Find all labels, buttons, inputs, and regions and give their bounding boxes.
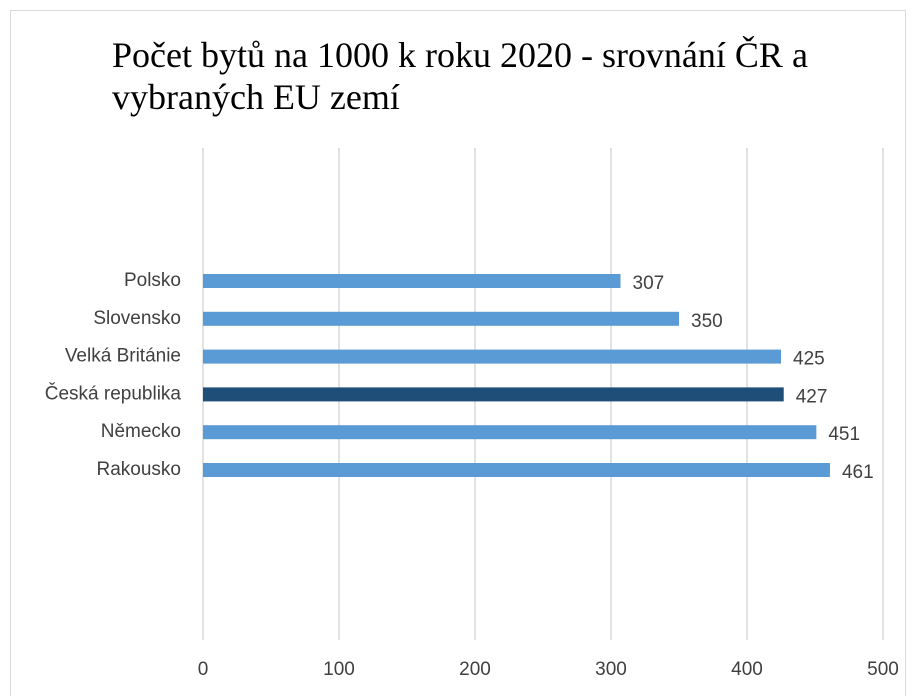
bar	[203, 311, 679, 326]
data-label: 451	[828, 424, 860, 445]
data-label: 427	[796, 386, 828, 407]
x-tick-label: 100	[323, 659, 355, 680]
y-tick-label: Německo	[101, 421, 181, 442]
y-tick-label: Rakousko	[97, 459, 182, 480]
x-tick-label: 300	[595, 659, 627, 680]
data-label: 307	[633, 273, 665, 294]
x-tick-label: 400	[731, 659, 763, 680]
data-label: 350	[691, 311, 723, 332]
y-tick-label: Česká republika	[45, 382, 182, 404]
bar	[203, 349, 781, 364]
bar	[203, 463, 830, 477]
y-tick-label: Slovensko	[93, 308, 181, 329]
y-tick-label: Polsko	[124, 270, 181, 291]
x-tick-label: 500	[867, 659, 899, 680]
chart-frame	[10, 10, 906, 696]
data-label: 461	[842, 462, 874, 483]
x-tick-label: 0	[198, 659, 209, 680]
data-label: 425	[793, 349, 825, 370]
bar	[203, 425, 817, 440]
bar	[203, 274, 621, 288]
chart-title: Počet bytů na 1000 k roku 2020 - srovnán…	[112, 35, 808, 117]
x-tick-label: 200	[459, 659, 491, 680]
y-tick-label: Velká Británie	[65, 346, 181, 367]
bar	[203, 387, 784, 402]
